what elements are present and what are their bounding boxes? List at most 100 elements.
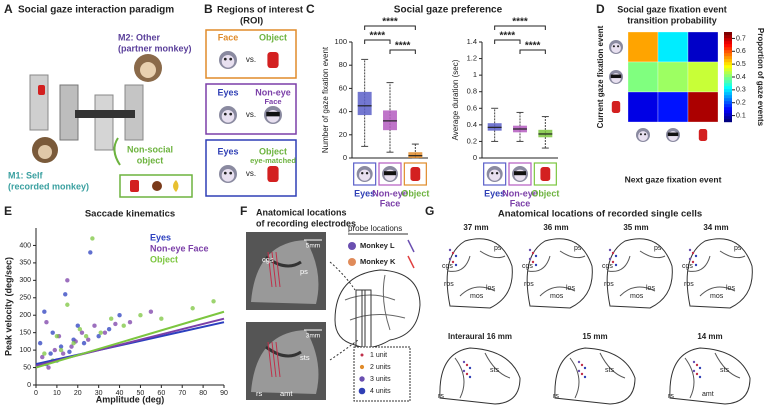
label: 3mm <box>306 333 320 340</box>
colorbar-step <box>724 92 732 96</box>
point <box>211 299 216 304</box>
colorbar-step <box>724 83 732 87</box>
eye <box>229 112 233 116</box>
arrow <box>113 137 121 166</box>
sulcus-label: cgs <box>442 263 453 270</box>
panel-title: Anatomical locations of recorded single … <box>498 209 702 220</box>
screen <box>29 74 49 131</box>
heatmap-cell <box>657 61 689 93</box>
cell-dot <box>691 251 695 255</box>
eye <box>223 57 227 61</box>
sulcus-label: ros <box>604 281 614 288</box>
colorbar-step <box>724 101 732 105</box>
colorbar-step <box>724 65 732 69</box>
x-tick-label: Eyes <box>484 188 505 198</box>
label: Non-eye <box>255 87 291 97</box>
cell-dot <box>694 263 698 267</box>
eye-mask <box>514 171 526 176</box>
sulcus-label: rs <box>438 393 444 400</box>
x-tick-label: 20 <box>74 390 82 397</box>
self-face <box>38 145 52 159</box>
colorbar-step <box>724 71 732 75</box>
significance: **** <box>525 41 541 52</box>
panel-letter: A <box>4 2 13 16</box>
label: rs <box>256 389 262 398</box>
y-tick-label: 1 <box>473 70 477 79</box>
cell-dot <box>528 257 532 261</box>
sulcus-label: ps <box>574 245 582 252</box>
sulcus-label: ps <box>494 245 502 252</box>
label: Object <box>259 146 287 156</box>
colorbar-step <box>724 110 732 114</box>
y-axis-label: Number of gaze fixation event <box>321 46 330 153</box>
colorbar-step <box>724 47 732 51</box>
cell-dot <box>688 257 692 261</box>
significance: **** <box>395 41 411 52</box>
cell-dot <box>454 254 458 258</box>
cell-dot <box>614 254 618 258</box>
heatmap-cell <box>627 91 659 123</box>
slice-sulci <box>687 250 746 297</box>
slice-label: 37 mm <box>463 223 488 232</box>
eye <box>495 172 499 175</box>
icon-frame <box>483 162 507 186</box>
x-tick-label: Face <box>380 198 401 208</box>
y-tick-label: 60 <box>339 83 347 92</box>
point <box>69 344 74 349</box>
slice-sulci <box>569 352 626 399</box>
point <box>88 250 93 255</box>
legend-entry: 4 units <box>370 388 391 395</box>
label: Eyes <box>217 87 238 97</box>
y-axis-label: Current gaze fixation event <box>596 25 605 128</box>
panel-title: Social gaze fixation event <box>617 4 727 14</box>
sulcus-label: mos <box>550 293 564 300</box>
cell-dot <box>531 251 535 255</box>
legend-entry: Eyes <box>150 232 171 242</box>
colorbar-step <box>724 116 732 120</box>
point <box>50 330 55 335</box>
monkey-icon <box>489 169 501 181</box>
y-tick-label: 0.6 <box>467 103 477 112</box>
probe-track <box>267 251 273 288</box>
cell-dot <box>698 366 702 370</box>
heatmap-cell <box>657 31 689 63</box>
y-tick-label: 200 <box>19 312 31 319</box>
point <box>86 337 91 342</box>
label: object <box>137 155 164 165</box>
slice-outline <box>526 238 593 309</box>
label: M1: Self <box>8 170 44 180</box>
point <box>52 347 57 353</box>
y-tick-label: 40 <box>339 107 347 116</box>
sulcus-label: sts <box>720 367 729 374</box>
y-tick-label: 20 <box>339 130 347 139</box>
slice-label: Interaural 16 mm <box>448 332 512 341</box>
cell-dot <box>691 260 695 264</box>
colorbar-step <box>724 59 732 63</box>
point <box>71 340 76 346</box>
cell-dot <box>695 363 699 367</box>
y-axis-label: Peak velocity (deg/sec) <box>3 257 13 356</box>
cell-dot <box>465 363 469 367</box>
monkey-icon <box>221 169 235 182</box>
x-tick-label: Non-eye <box>502 188 538 198</box>
panel-letter: E <box>4 204 12 218</box>
x-tick-label: 60 <box>157 390 165 397</box>
x-tick-label: Object <box>531 188 559 198</box>
cell-dot <box>583 366 587 370</box>
slice-outline <box>554 347 636 405</box>
object-icon <box>410 167 421 181</box>
panel-letter: B <box>204 2 213 16</box>
slice-outline <box>439 347 521 405</box>
sulcus-label: los <box>566 285 575 292</box>
cell-dot <box>694 254 698 258</box>
eye <box>617 45 620 48</box>
monkey-icon <box>638 131 648 141</box>
colorbar-step <box>724 38 732 42</box>
screen <box>94 94 114 151</box>
x-tick-label: 10 <box>53 390 61 397</box>
eye <box>491 172 494 175</box>
sulcus-label: mos <box>630 293 644 300</box>
point <box>109 316 114 321</box>
legend-dot <box>358 387 366 395</box>
